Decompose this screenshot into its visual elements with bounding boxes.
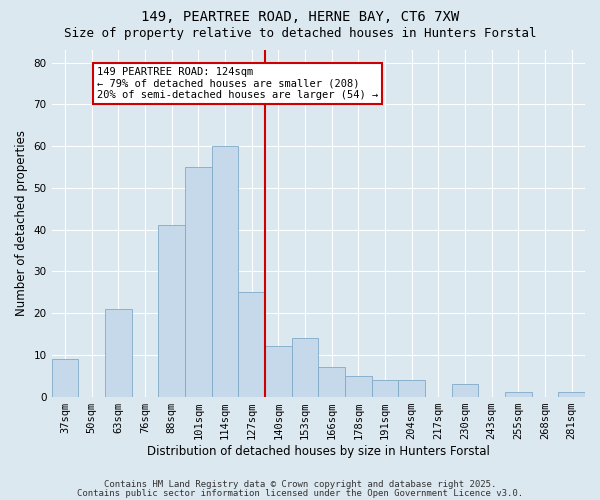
Bar	[505, 392, 532, 396]
Bar	[105, 309, 131, 396]
Text: 149, PEARTREE ROAD, HERNE BAY, CT6 7XW: 149, PEARTREE ROAD, HERNE BAY, CT6 7XW	[141, 10, 459, 24]
Text: 149 PEARTREE ROAD: 124sqm
← 79% of detached houses are smaller (208)
20% of semi: 149 PEARTREE ROAD: 124sqm ← 79% of detac…	[97, 66, 378, 100]
Bar	[52, 359, 78, 397]
Bar	[452, 384, 478, 396]
Bar	[158, 226, 185, 396]
Bar	[185, 167, 212, 396]
Bar	[292, 338, 318, 396]
Bar	[318, 368, 345, 396]
Bar	[265, 346, 292, 397]
Bar	[371, 380, 398, 396]
Text: Size of property relative to detached houses in Hunters Forstal: Size of property relative to detached ho…	[64, 28, 536, 40]
Bar	[398, 380, 425, 396]
Y-axis label: Number of detached properties: Number of detached properties	[15, 130, 28, 316]
Bar	[238, 292, 265, 397]
Bar	[559, 392, 585, 396]
Text: Contains HM Land Registry data © Crown copyright and database right 2025.: Contains HM Land Registry data © Crown c…	[104, 480, 496, 489]
Text: Contains public sector information licensed under the Open Government Licence v3: Contains public sector information licen…	[77, 488, 523, 498]
Bar	[345, 376, 371, 396]
X-axis label: Distribution of detached houses by size in Hunters Forstal: Distribution of detached houses by size …	[147, 444, 490, 458]
Bar	[212, 146, 238, 397]
